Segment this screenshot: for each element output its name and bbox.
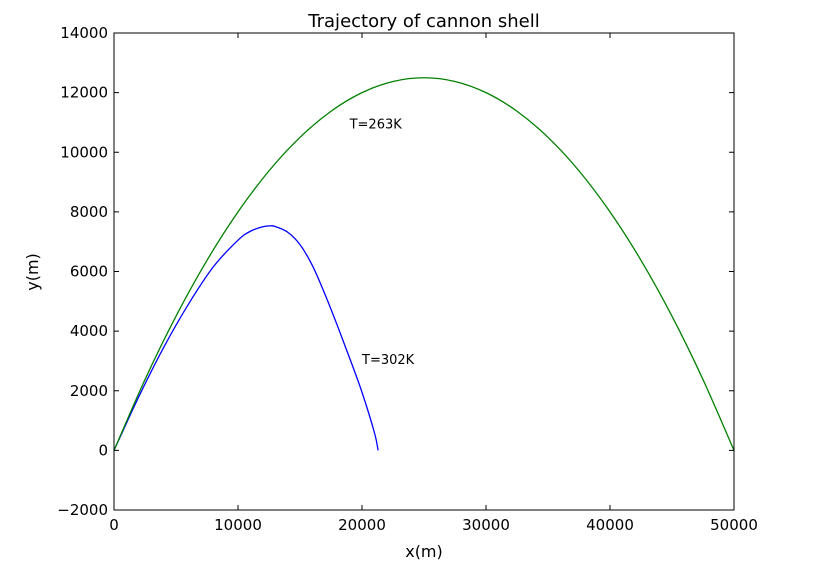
plot-frame [113, 32, 735, 511]
series-line-1 [113, 225, 379, 451]
chart-title: Trajectory of cannon shell [307, 11, 539, 32]
x-tick-label: 20000 [338, 516, 386, 534]
plot-area: 0 10000 20000 30000 40000 50000−2000020004000… [57, 24, 758, 534]
y-tick-label: 2000 [70, 382, 108, 400]
y-tick-label: 14000 [60, 24, 108, 42]
y-tick-label: 0 [98, 441, 108, 459]
x-tick-label: 30000 [462, 516, 510, 534]
x-tick-label: 50000 [710, 516, 758, 534]
y-axis-label: y(m) [23, 253, 42, 291]
series-annotation: T=263K [349, 117, 403, 132]
y-tick-label: 12000 [60, 84, 108, 102]
x-tick-label: 0 [109, 516, 119, 534]
series-line-2 [113, 77, 735, 451]
series-annotation: T=302K [361, 353, 415, 368]
y-tick-label: −2000 [57, 501, 108, 519]
y-tick-label: 6000 [70, 263, 108, 281]
x-tick-label: 10000 [214, 516, 262, 534]
y-tick-label: 8000 [70, 203, 108, 221]
y-tick-label: 10000 [60, 143, 108, 161]
x-axis-label: x(m) [405, 542, 443, 561]
y-tick-label: 4000 [70, 322, 108, 340]
x-tick-label: 40000 [586, 516, 634, 534]
